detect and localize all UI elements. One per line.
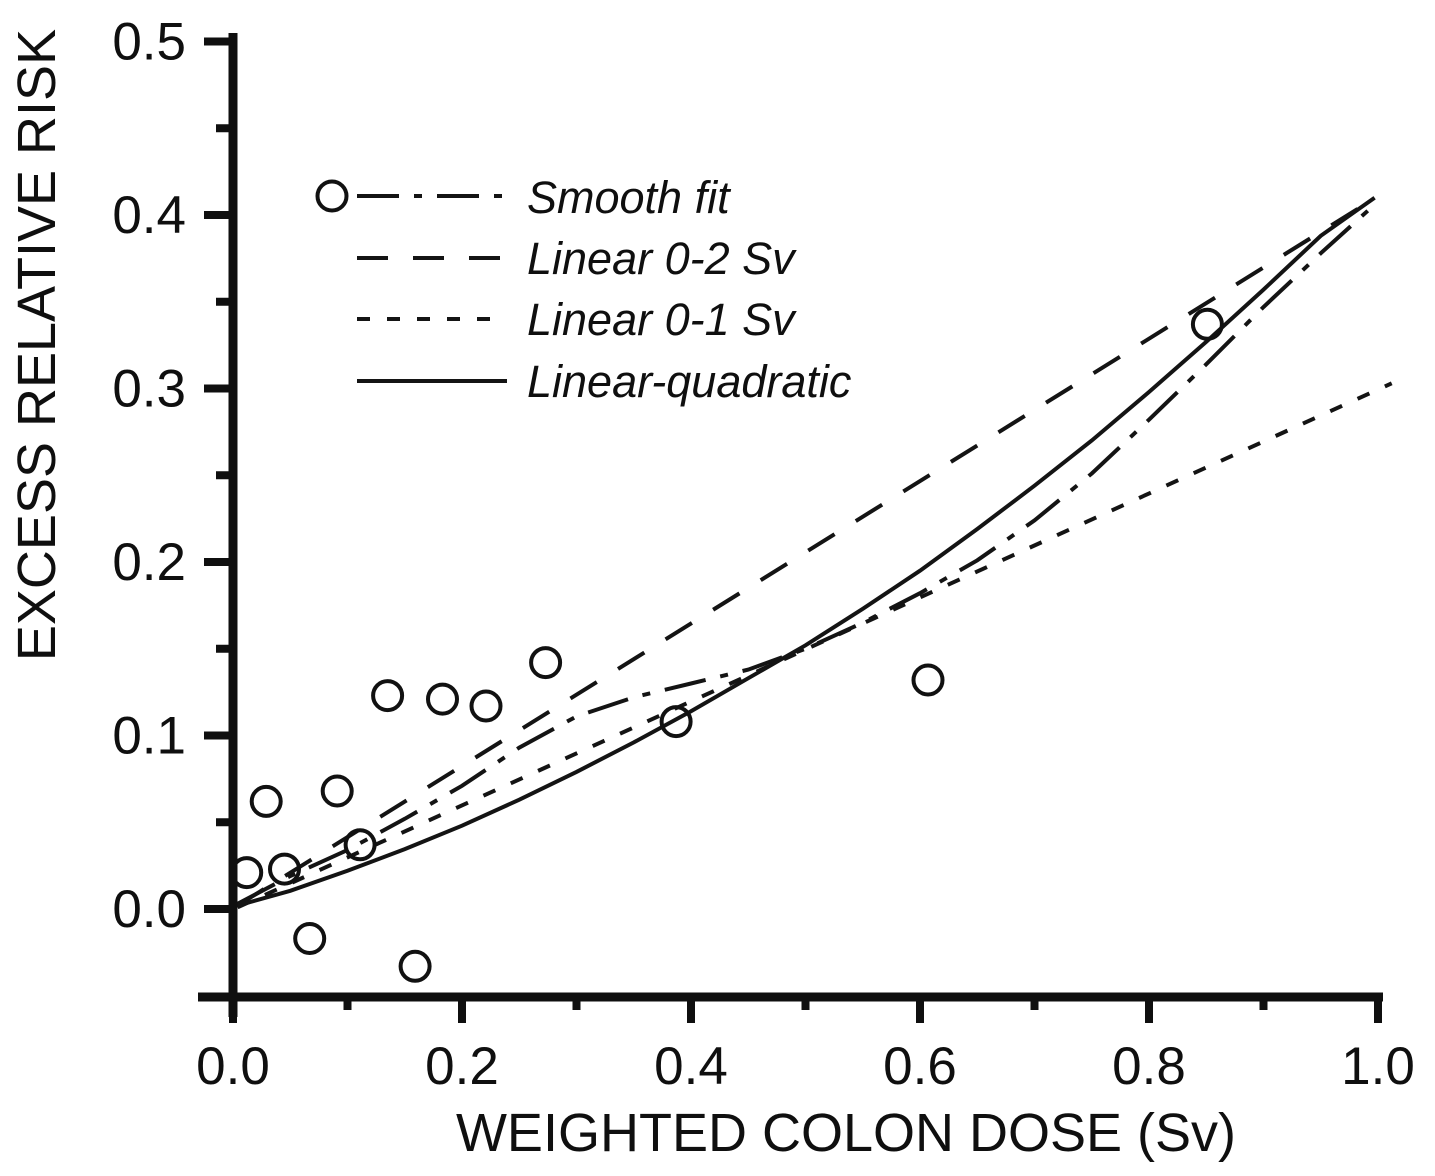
fit-curves bbox=[236, 196, 1393, 910]
data-point-circle bbox=[529, 646, 563, 680]
data-point-circle bbox=[268, 852, 301, 886]
data-point-circle bbox=[249, 784, 283, 818]
y-tick-label: 0.4 bbox=[112, 186, 186, 245]
curve-linear-0-1-sv bbox=[236, 381, 1393, 910]
data-point-circle bbox=[320, 774, 354, 808]
data-point-circle bbox=[398, 949, 432, 983]
y-tick-label: 0.0 bbox=[112, 880, 186, 939]
data-point-circle bbox=[426, 682, 459, 716]
data-point-circle bbox=[469, 689, 503, 723]
data-point-circle bbox=[1190, 307, 1224, 341]
x-tick-label: 0.2 bbox=[425, 1037, 499, 1096]
y-tick-label: 0.3 bbox=[112, 360, 186, 419]
data-point-circle bbox=[659, 705, 693, 739]
y-tick-label: 0.1 bbox=[112, 707, 186, 766]
curve-linear-quadratic bbox=[237, 196, 1376, 908]
data-points bbox=[230, 307, 1224, 983]
data-point-circle bbox=[911, 663, 945, 697]
legend-smooth-fit-circle-marker bbox=[315, 179, 349, 213]
x-tick-label: 0.6 bbox=[883, 1037, 957, 1096]
legend-label-linear-0-1-sv: Linear 0-1 Sv bbox=[527, 294, 797, 345]
axis-ticks: 0.0 0.2 0.4 0.6 0.8 1.0 0.0 0.1 0.2 0.3 0.4 0.5 bbox=[112, 13, 1415, 1097]
x-axis-title: WEIGHTED COLON DOSE (Sv) bbox=[456, 1103, 1236, 1163]
data-point-circle bbox=[371, 679, 405, 713]
legend-label-linear-0-2-sv: Linear 0-2 Sv bbox=[527, 233, 797, 284]
data-point-circle bbox=[343, 828, 377, 862]
legend: Smooth fit Linear 0-2 Sv Linear 0-1 Sv L… bbox=[315, 172, 851, 407]
legend-label-linear-quadratic: Linear-quadratic bbox=[527, 356, 851, 407]
y-tick-label: 0.2 bbox=[112, 533, 186, 592]
legend-label-smooth-fit: Smooth fit bbox=[527, 172, 732, 223]
y-axis-title: EXCESS RELATIVE RISK bbox=[7, 29, 67, 661]
x-tick-label: 0.4 bbox=[654, 1037, 728, 1096]
data-point-circle bbox=[293, 922, 327, 955]
y-tick-label: 0.5 bbox=[112, 13, 186, 72]
curve-linear-0-2-sv bbox=[236, 196, 1377, 908]
x-tick-label: 0.8 bbox=[1112, 1037, 1186, 1096]
x-tick-label: 1.0 bbox=[1341, 1037, 1415, 1096]
x-tick-label: 0.0 bbox=[196, 1037, 270, 1096]
